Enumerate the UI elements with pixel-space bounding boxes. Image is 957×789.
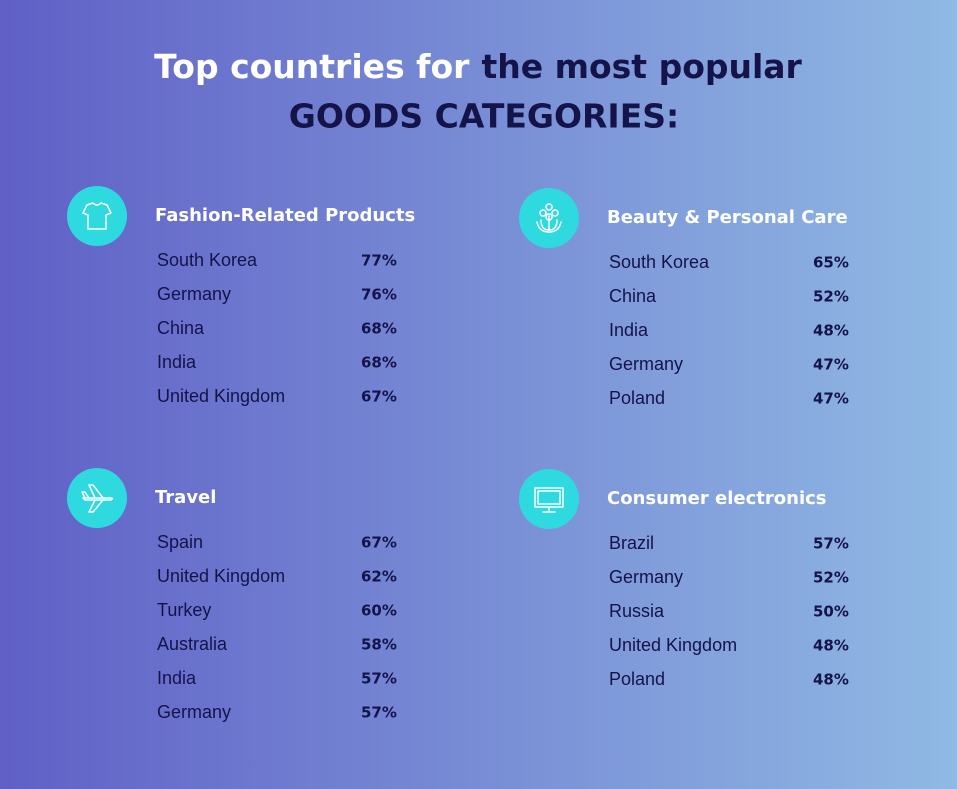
section: Fashion-Related Products South Korea 77% Ge…	[67, 186, 415, 406]
percentage: 62%	[361, 568, 397, 586]
icon	[536, 203, 562, 233]
percentage: 50%	[813, 603, 849, 621]
percentage: 52%	[813, 569, 849, 587]
icon-circle	[519, 469, 579, 529]
country: Poland	[609, 669, 665, 689]
country: United Kingdom	[157, 386, 285, 406]
percentage: 47%	[813, 356, 849, 374]
section: Consumer electronics Brazil 57% Germany 52% R…	[519, 469, 849, 689]
percentage: 57%	[361, 670, 397, 688]
country: China	[609, 286, 657, 306]
country: India	[157, 352, 197, 372]
country: Spain	[157, 532, 203, 552]
country: Germany	[609, 354, 683, 374]
title-part2: the most popular	[481, 47, 802, 86]
title-part1: Top countries for	[154, 47, 470, 86]
percentage: 48%	[813, 671, 849, 689]
percentage: 60%	[361, 602, 397, 620]
percentage: 48%	[813, 637, 849, 655]
percentage: 76%	[361, 286, 397, 304]
country: Germany	[157, 284, 231, 304]
section: Travel Spain 67% United Kingdom 62% Turkey 60%…	[67, 468, 397, 722]
country: Australia	[157, 634, 228, 654]
percentage: 68%	[361, 320, 397, 338]
country: China	[157, 318, 205, 338]
percentage: 65%	[813, 254, 849, 272]
percentage: 68%	[361, 354, 397, 372]
country: Germany	[609, 567, 683, 587]
title-line1: Top countries for the most popular	[154, 47, 802, 86]
icon	[534, 487, 564, 513]
country: United Kingdom	[609, 635, 737, 655]
percentage: 52%	[813, 288, 849, 306]
section-title: Fashion-Related Products	[155, 205, 415, 226]
section-title: Beauty & Personal Care	[607, 207, 848, 228]
country: Germany	[157, 702, 231, 722]
country: South Korea	[609, 252, 710, 272]
icon	[82, 202, 112, 230]
percentage: 67%	[361, 534, 397, 552]
percentage: 58%	[361, 636, 397, 654]
country: India	[609, 320, 649, 340]
icon-circle	[67, 186, 127, 246]
country: Turkey	[157, 600, 211, 620]
title-line2: GOODS CATEGORIES:	[289, 97, 679, 136]
percentage: 77%	[361, 252, 397, 270]
section: Beauty & Personal Care South Korea 65% Chin…	[519, 188, 849, 408]
country: Poland	[609, 388, 665, 408]
percentage: 67%	[361, 388, 397, 406]
country: South Korea	[157, 250, 258, 270]
country: Russia	[609, 601, 665, 621]
section-title: Travel	[155, 487, 216, 508]
percentage: 48%	[813, 322, 849, 340]
icon	[81, 484, 114, 513]
country: India	[157, 668, 197, 688]
percentage: 57%	[813, 535, 849, 553]
percentage: 57%	[361, 704, 397, 722]
country: United Kingdom	[157, 566, 285, 586]
percentage: 47%	[813, 390, 849, 408]
section-title: Consumer electronics	[607, 488, 827, 509]
country: Brazil	[609, 533, 654, 553]
